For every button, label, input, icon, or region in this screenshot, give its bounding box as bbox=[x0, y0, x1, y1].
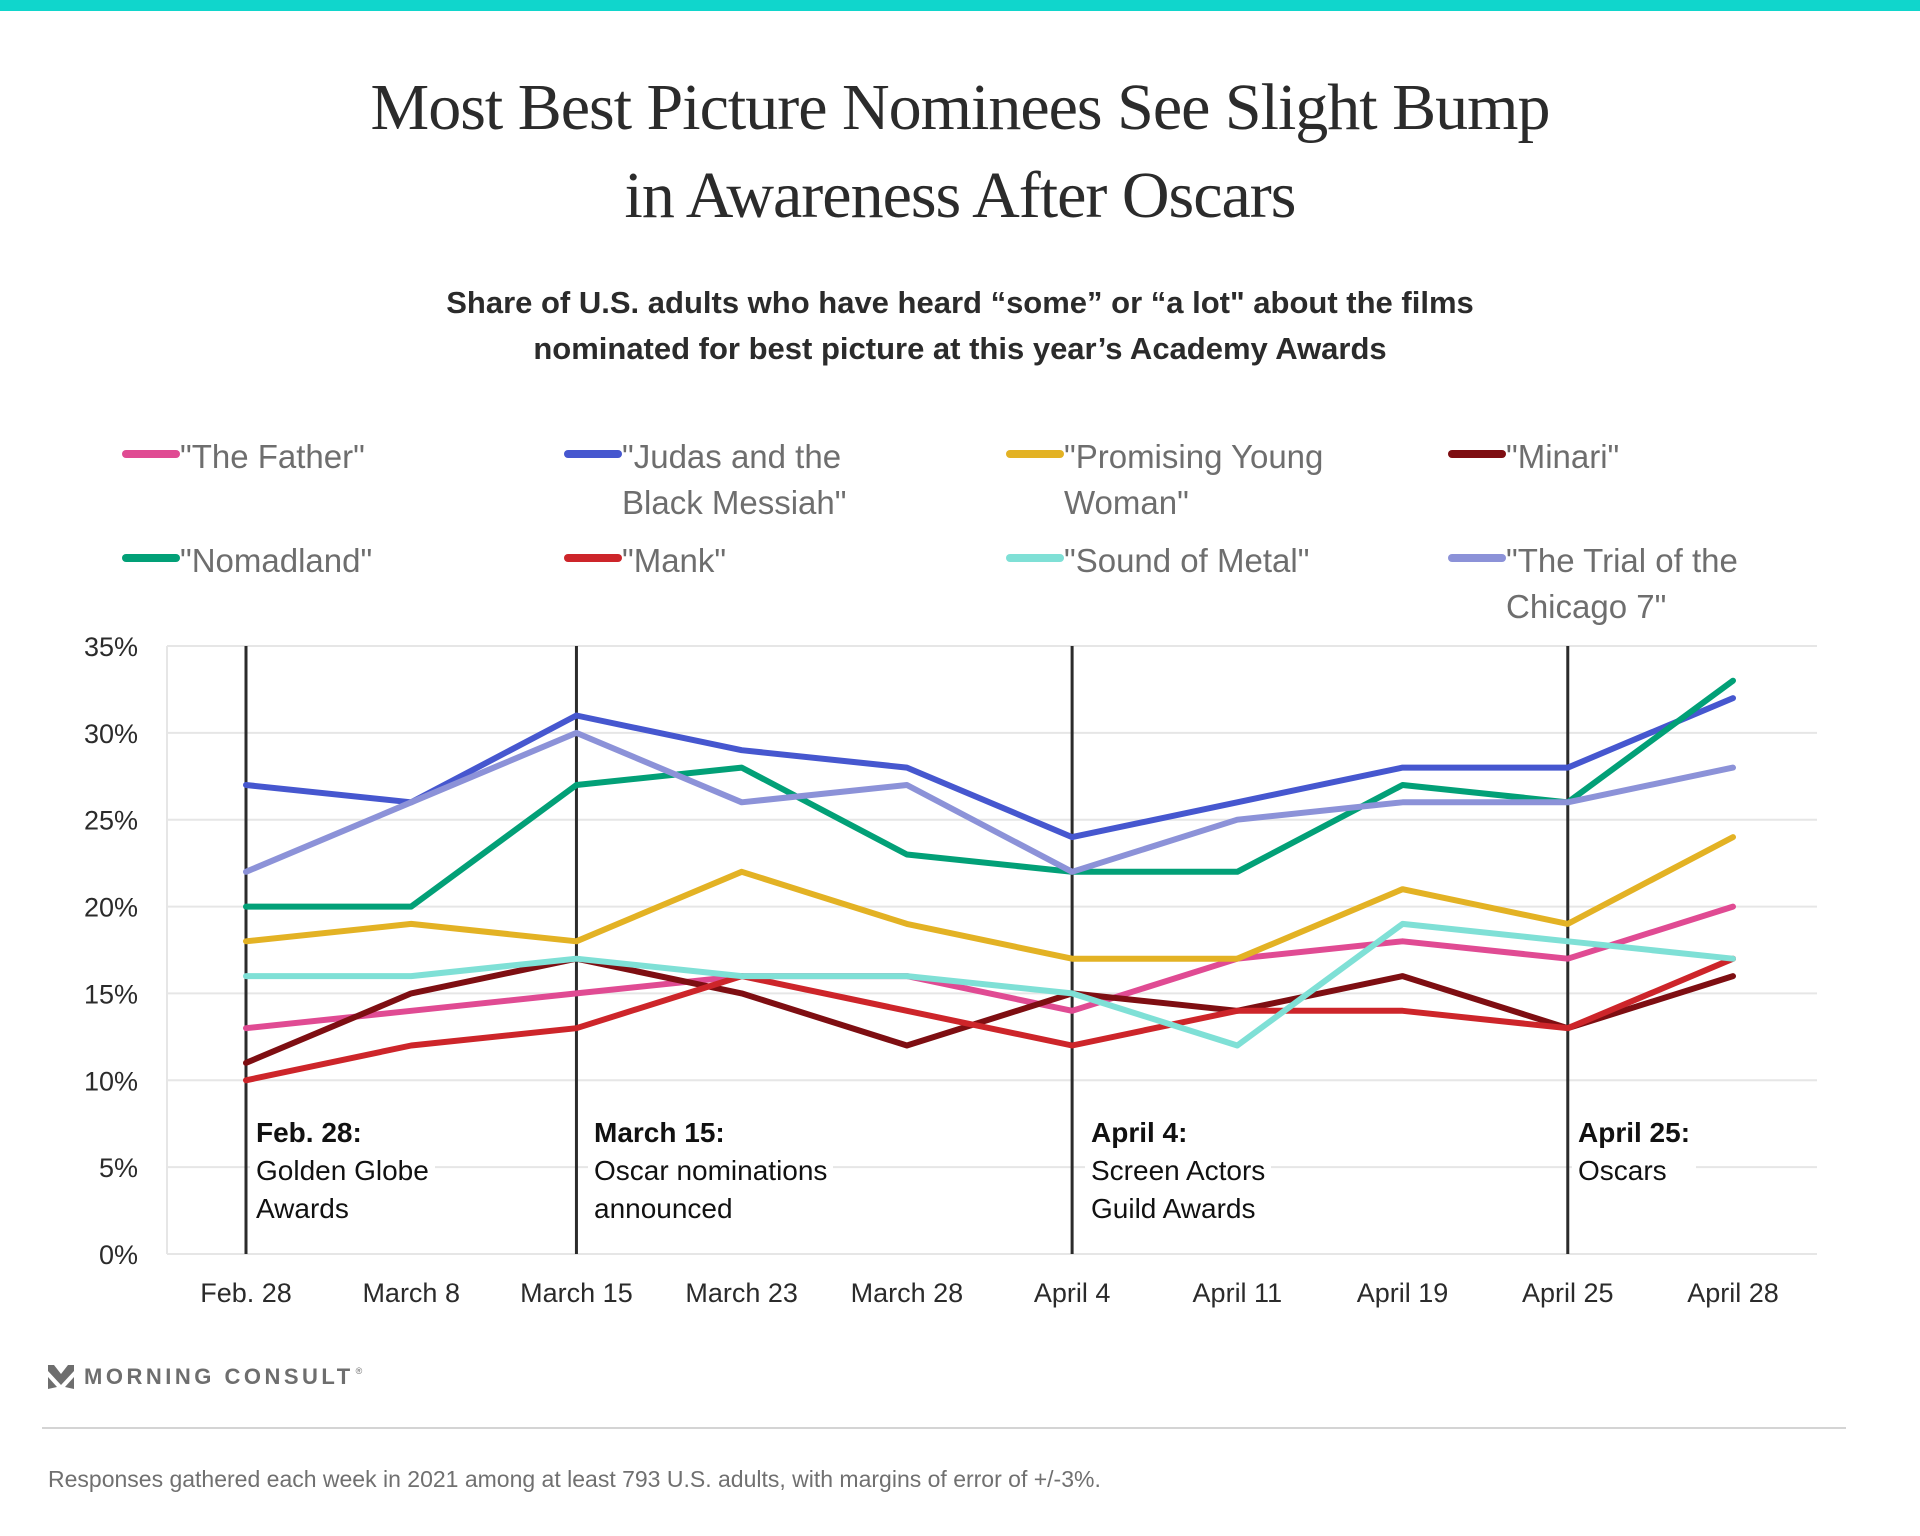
legend-item-the-father: "The Father" bbox=[122, 434, 480, 480]
legend-swatch bbox=[1006, 450, 1064, 458]
x-tick-label: March 8 bbox=[362, 1278, 460, 1308]
series-line-promising-young-woman bbox=[243, 834, 1736, 962]
legend-label: "Nomadland" bbox=[180, 542, 373, 579]
footer-divider bbox=[42, 1427, 1846, 1429]
legend-item-nomadland: "Nomadland" bbox=[122, 538, 480, 584]
y-tick-label: 5% bbox=[99, 1153, 138, 1183]
annotation-text: Golden Globe Awards bbox=[256, 1155, 429, 1224]
y-axis-ticks: 0% 5% 10% 15% 20% 25% 30% 35% bbox=[84, 632, 138, 1270]
series-line-the-trial-of-the-chicago-7 bbox=[243, 729, 1736, 875]
legend-label: "Judas and the Black Messiah" bbox=[622, 438, 847, 521]
legend-label: "Sound of Metal" bbox=[1064, 542, 1310, 579]
legend-swatch bbox=[122, 554, 180, 562]
legend-item-promising-young-woman: "Promising Young Woman" bbox=[1006, 434, 1364, 526]
morning-consult-chevron-icon bbox=[48, 1365, 74, 1389]
annotation-date: April 4: bbox=[1091, 1117, 1188, 1148]
annotation-lines bbox=[244, 646, 1570, 1254]
legend-swatch bbox=[564, 554, 622, 562]
annotation-sag-awards: April 4: Screen Actors Guild Awards bbox=[1085, 1112, 1272, 1232]
y-tick-label: 10% bbox=[84, 1066, 138, 1096]
accent-bar bbox=[0, 0, 1920, 11]
legend-item-mank: "Mank" bbox=[564, 538, 922, 584]
series-line-mank bbox=[243, 955, 1736, 1084]
legend-label: "Minari" bbox=[1506, 438, 1620, 475]
annotation-golden-globes: Feb. 28: Golden Globe Awards bbox=[250, 1112, 435, 1232]
legend-swatch bbox=[1448, 450, 1506, 458]
chart-title-line-1: Most Best Picture Nominees See Slight Bu… bbox=[370, 71, 1551, 144]
x-tick-label: March 15 bbox=[520, 1278, 633, 1308]
legend-label: "The Father" bbox=[180, 438, 365, 475]
series-line-minari bbox=[243, 955, 1736, 1066]
legend-item-sound-of-metal: "Sound of Metal" bbox=[1006, 538, 1364, 584]
series-line-judas-and-the-black-messiah bbox=[243, 695, 1736, 841]
legend-item-trial-of-chicago-7: "The Trial of the Chicago 7" bbox=[1448, 538, 1756, 630]
series-lines bbox=[243, 677, 1736, 1084]
annotation-date: April 25: bbox=[1578, 1117, 1691, 1148]
annotation-oscars: April 25: Oscars bbox=[1572, 1112, 1697, 1194]
x-tick-label: April 11 bbox=[1193, 1278, 1283, 1308]
y-tick-label: 0% bbox=[99, 1240, 138, 1270]
legend-item-judas: "Judas and the Black Messiah" bbox=[564, 434, 882, 526]
y-tick-label: 25% bbox=[84, 806, 138, 836]
legend-swatch bbox=[1448, 554, 1506, 562]
x-tick-label: April 25 bbox=[1522, 1278, 1614, 1308]
legend-swatch bbox=[564, 450, 622, 458]
legend-item-minari: "Minari" bbox=[1448, 434, 1806, 480]
legend-label: "Mank" bbox=[622, 542, 727, 579]
legend-swatch bbox=[1006, 554, 1064, 562]
series-line-the-father bbox=[243, 903, 1736, 1032]
y-tick-label: 15% bbox=[84, 979, 138, 1009]
chart-title-line-2: in Awareness After Oscars bbox=[624, 159, 1297, 232]
chart-subtitle-line-2: nominated for best picture at this year’… bbox=[533, 331, 1387, 366]
y-tick-label: 35% bbox=[84, 632, 138, 662]
gridlines bbox=[166, 645, 1817, 1255]
legend-swatch bbox=[122, 450, 180, 458]
series-line-nomadland bbox=[243, 677, 1736, 910]
morning-consult-logo: MORNING CONSULT ® bbox=[48, 1364, 362, 1390]
x-tick-label: April 28 bbox=[1687, 1278, 1779, 1308]
x-tick-label: April 19 bbox=[1357, 1278, 1449, 1308]
annotation-date: Feb. 28: bbox=[256, 1117, 362, 1148]
x-tick-label: March 23 bbox=[685, 1278, 798, 1308]
chart-title: Most Best Picture Nominees See Slight Bu… bbox=[0, 64, 1920, 240]
annotation-text: Oscar nominations announced bbox=[594, 1155, 828, 1224]
series-line-sound-of-metal bbox=[243, 920, 1736, 1049]
chart-subtitle-line-1: Share of U.S. adults who have heard “som… bbox=[446, 285, 1474, 320]
x-tick-label: March 28 bbox=[851, 1278, 964, 1308]
legend-label: "Promising Young Woman" bbox=[1064, 438, 1324, 521]
registered-mark: ® bbox=[355, 1366, 363, 1376]
x-tick-label: April 4 bbox=[1034, 1278, 1111, 1308]
y-tick-label: 20% bbox=[84, 893, 138, 923]
annotation-text: Screen Actors Guild Awards bbox=[1091, 1155, 1266, 1224]
brand-name: MORNING CONSULT bbox=[84, 1364, 354, 1389]
annotation-oscar-nominations: March 15: Oscar nominations announced bbox=[588, 1112, 834, 1232]
chart-subtitle: Share of U.S. adults who have heard “som… bbox=[0, 280, 1920, 372]
x-tick-label: Feb. 28 bbox=[200, 1278, 292, 1308]
legend-label: "The Trial of the Chicago 7" bbox=[1506, 542, 1738, 625]
footnote: Responses gathered each week in 2021 amo… bbox=[48, 1466, 1101, 1492]
annotation-text: Oscars bbox=[1578, 1155, 1667, 1186]
y-tick-label: 30% bbox=[84, 719, 138, 749]
x-axis-ticks: Feb. 28 March 8 March 15 March 23 March 28 Ap… bbox=[200, 1278, 1779, 1308]
annotation-date: March 15: bbox=[594, 1117, 725, 1148]
